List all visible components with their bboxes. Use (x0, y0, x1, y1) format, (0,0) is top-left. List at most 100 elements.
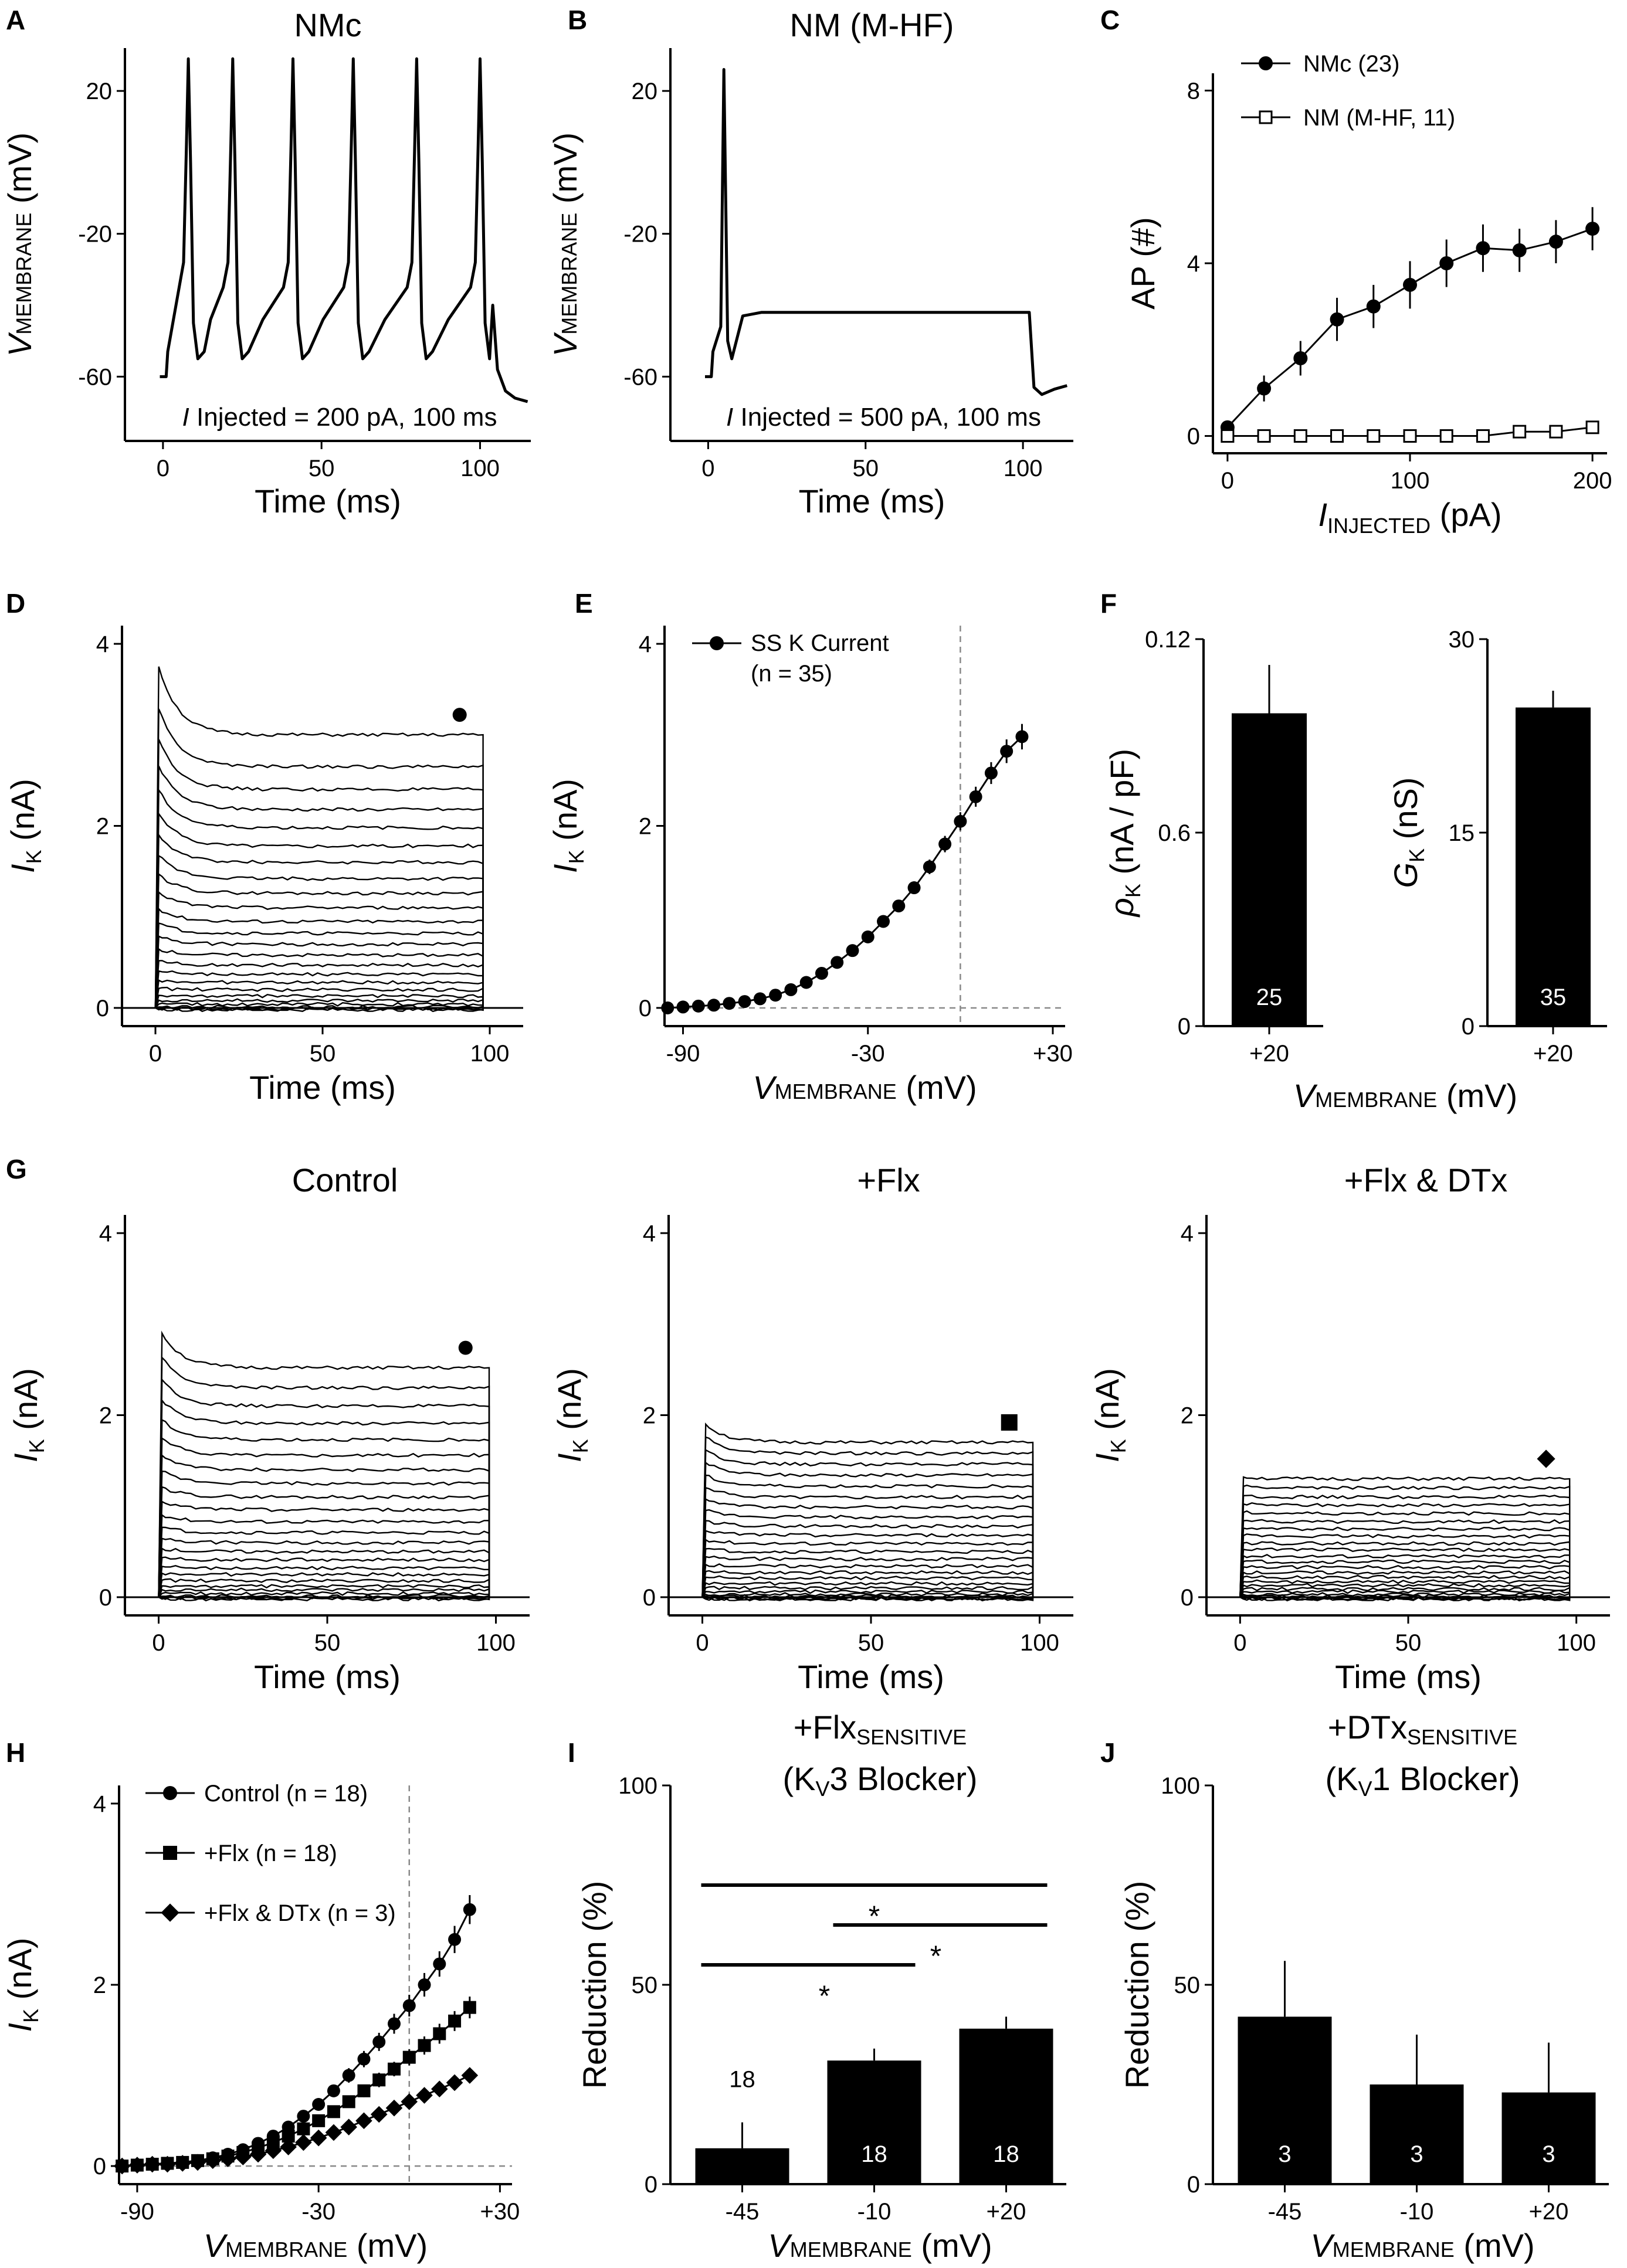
data-point-C (1512, 243, 1527, 257)
x-tick-label-G1: 100 (476, 1630, 516, 1656)
data-point-C (1257, 381, 1272, 396)
x-axis-label-G1: Time (ms) (254, 1658, 401, 1695)
current-trace-G1 (158, 1437, 490, 1597)
y-tick-label-J: 100 (1161, 1773, 1200, 1799)
significance-star-I: * (869, 1900, 880, 1933)
current-trace-G1 (158, 1500, 490, 1597)
x-tick-label-I: -45 (726, 2199, 760, 2225)
x-tick-label-B: 50 (853, 456, 879, 481)
x-tick-label-I: +20 (987, 2199, 1026, 2225)
y-axis-label-B: VMEMBRANE (mV) (547, 133, 584, 357)
data-point-C (1221, 429, 1235, 443)
current-trace-G2 (701, 1539, 1034, 1598)
y-tick-label-B: 20 (632, 79, 658, 104)
data-point-C (1257, 429, 1271, 443)
y-tick-label-G1: 2 (99, 1403, 112, 1429)
data-point-H (113, 2157, 131, 2175)
y-axis-label-C: AP (#) (1124, 217, 1161, 310)
current-trace-G2 (701, 1436, 1034, 1597)
data-point-E (907, 881, 921, 895)
current-trace-G3 (1239, 1589, 1571, 1598)
legend-marker-C (1259, 110, 1273, 124)
y-tick-label-A: -60 (78, 364, 112, 390)
data-point-C (1476, 241, 1490, 256)
current-trace-G1 (158, 1513, 490, 1597)
data-point-C (1403, 429, 1417, 443)
y-axis-label-G1: IK (nA) (7, 1368, 49, 1462)
data-point-E (753, 992, 767, 1006)
data-point-E (661, 1001, 674, 1014)
y-tick-label-A: -20 (78, 222, 112, 247)
y-tick-label-A: 20 (86, 79, 113, 104)
data-point-C (1549, 425, 1563, 439)
x-tick-label-C: 0 (1221, 468, 1234, 494)
significance-star-I: * (930, 1940, 941, 1972)
data-point-H (446, 2074, 463, 2092)
panel-letter: I (568, 1737, 575, 1768)
x-axis-label-F: VMEMBRANE (mV) (1293, 1077, 1517, 1114)
x-tick-label-G3: 0 (1233, 1630, 1246, 1656)
current-trace-G2 (701, 1498, 1034, 1597)
current-trace-G3 (1239, 1519, 1571, 1598)
chart-title-J: +DTxSENSITIVE (1328, 1709, 1517, 1749)
current-trace-G3 (1239, 1570, 1571, 1598)
current-trace-D (154, 998, 484, 1009)
x-tick-label-J: +20 (1529, 2199, 1569, 2225)
legend-label-C: NMc (23) (1303, 51, 1399, 77)
trace-marker-G2 (1001, 1414, 1018, 1431)
current-trace-G1 (158, 1356, 490, 1597)
x-tick-label-F1: +20 (1249, 1041, 1289, 1067)
current-trace-G1 (158, 1564, 490, 1598)
current-trace-D (154, 708, 484, 1008)
x-tick-label-H: -90 (120, 2199, 154, 2225)
chart-title-G1: Control (292, 1162, 398, 1198)
y-tick-label-G3: 0 (1181, 1585, 1194, 1611)
legend-n-E: (n = 35) (751, 661, 832, 687)
data-point-H (418, 2039, 431, 2052)
data-point-H (372, 2035, 386, 2049)
x-tick-label-B: 0 (701, 456, 714, 481)
y-tick-label-B: -20 (623, 222, 657, 247)
data-point-H (418, 1978, 431, 1991)
data-point-H (433, 2027, 446, 2040)
data-point-H (342, 2069, 355, 2082)
data-point-E (831, 956, 844, 969)
current-trace-D (154, 812, 484, 1008)
data-point-H (340, 2118, 357, 2135)
current-trace-G1 (158, 1454, 490, 1597)
current-trace-G2 (701, 1461, 1034, 1597)
x-tick-label-C: 100 (1391, 468, 1430, 494)
data-point-H (448, 2014, 462, 2028)
current-trace-G2 (701, 1563, 1034, 1598)
bar-F1 (1232, 713, 1307, 1026)
y-axis-label-F2: GK (nS) (1387, 777, 1429, 888)
bar-n-label-F2: 35 (1540, 984, 1567, 1010)
data-point-H (342, 2095, 355, 2109)
data-point-C (1293, 351, 1308, 365)
data-point-E (984, 766, 998, 780)
current-trace-G3 (1239, 1596, 1571, 1602)
current-trace-D (154, 970, 484, 1009)
y-tick-label-F2: 0 (1462, 1014, 1475, 1040)
current-trace-G2 (701, 1592, 1034, 1598)
current-trace-G2 (701, 1529, 1034, 1598)
current-trace-G3 (1239, 1554, 1571, 1598)
legend-marker-H (163, 1786, 177, 1800)
current-trace-D (154, 872, 484, 1008)
data-point-E (707, 999, 721, 1012)
data-point-H (312, 2114, 326, 2127)
data-point-H (128, 2157, 146, 2174)
x-tick-label-A: 100 (460, 456, 500, 481)
current-trace-G2 (701, 1570, 1034, 1598)
data-point-H (249, 2145, 267, 2163)
current-trace-G1 (158, 1596, 490, 1602)
x-tick-label-F2: +20 (1533, 1041, 1573, 1067)
data-point-H (235, 2148, 252, 2165)
current-trace-D (154, 993, 484, 1009)
current-trace-D (154, 854, 484, 1008)
voltage-trace-B (705, 68, 1067, 396)
current-trace-D (154, 907, 484, 1008)
data-point-H (463, 1903, 476, 1916)
current-trace-G2 (701, 1596, 1034, 1602)
